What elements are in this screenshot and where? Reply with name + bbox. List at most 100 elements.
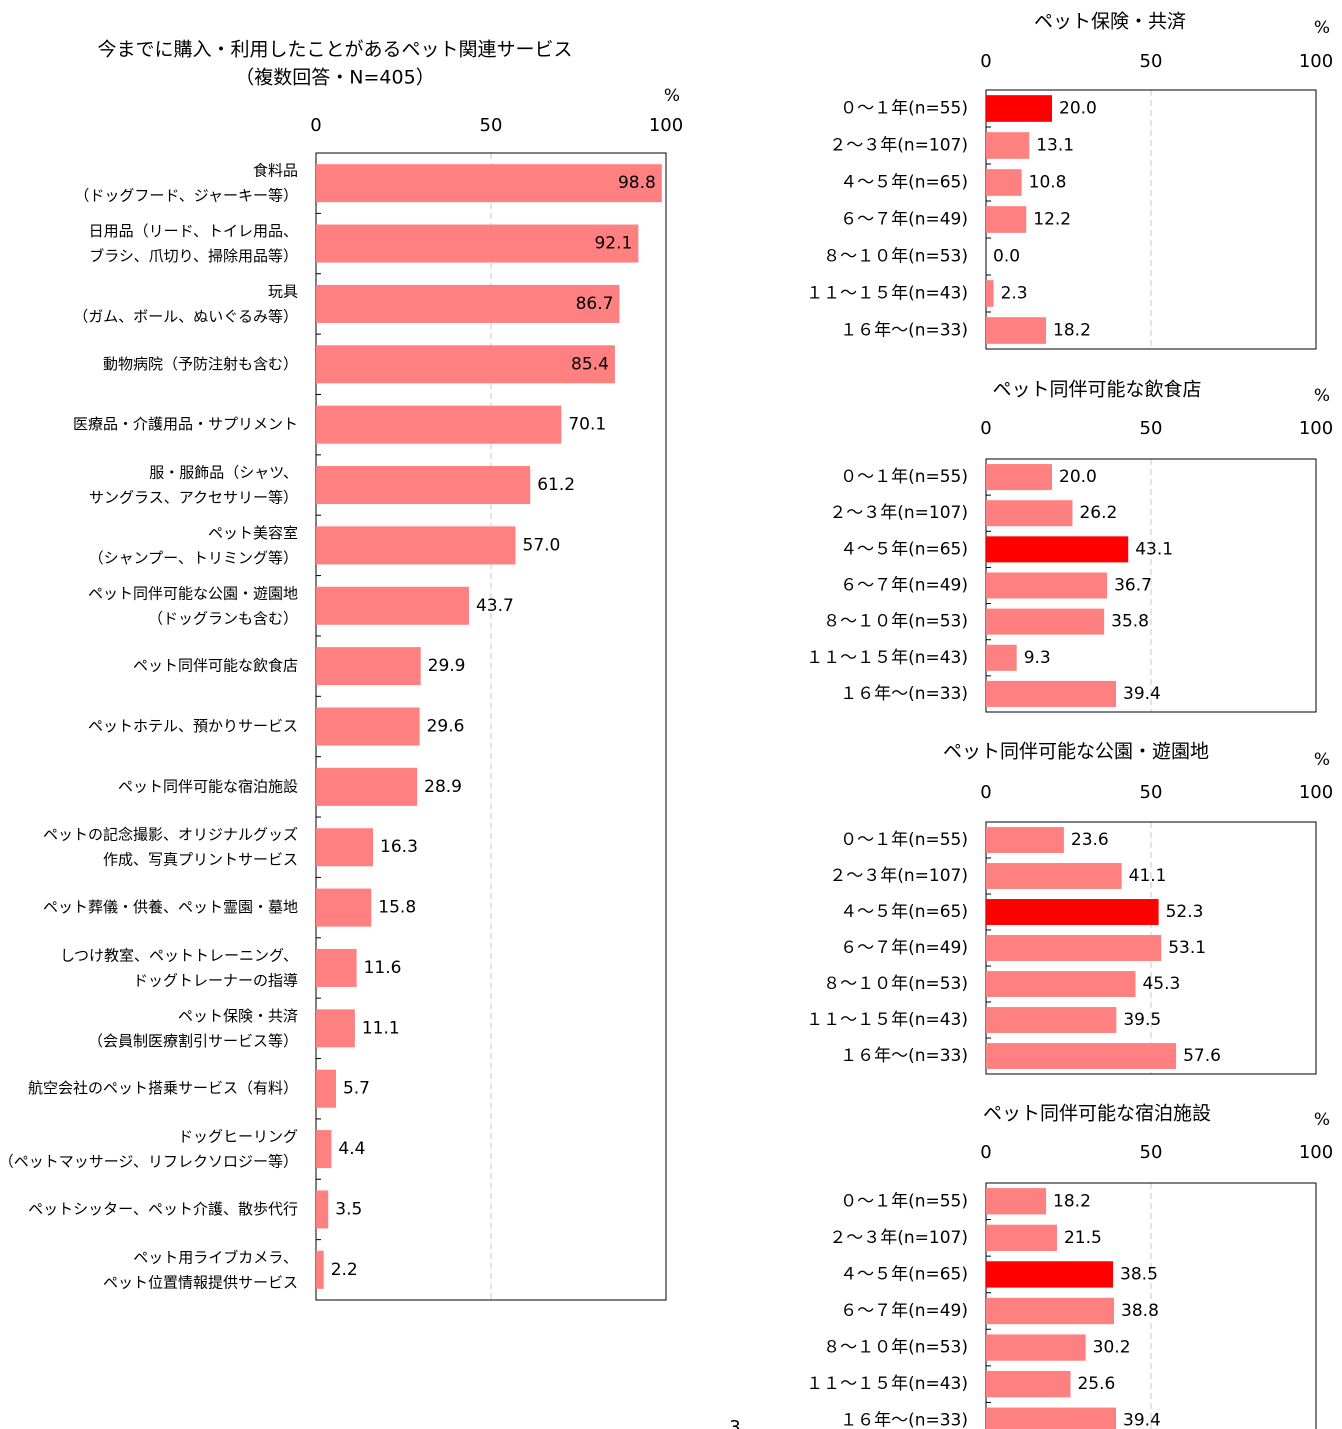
y-tick-label: ６～７年(n=49): [840, 938, 968, 958]
value-label: 15.8: [378, 898, 416, 918]
value-label: 36.7: [1114, 576, 1152, 596]
value-label: 3.5: [335, 1199, 362, 1219]
value-label: 52.3: [1166, 902, 1204, 922]
y-tick-label: ペット同伴可能な宿泊施設: [118, 777, 298, 795]
y-tick-label: １６年～(n=33): [840, 1046, 968, 1066]
y-tick-label: しつけ教室、ペットトレーニング、ドッグトレーナーの指導: [60, 946, 298, 989]
y-tick-label: １６年～(n=33): [840, 1411, 968, 1429]
bar: [986, 206, 1027, 233]
bar: [316, 948, 357, 987]
value-label: 0.0: [993, 247, 1020, 267]
x-tick-label: 50: [480, 115, 503, 136]
value-label: 2.2: [331, 1260, 358, 1280]
bar: [316, 647, 421, 686]
y-tick-label: 服・服飾品（シャツ、サングラス、アクセサリー等）: [89, 463, 298, 506]
value-label: 39.5: [1123, 1010, 1161, 1030]
bar: [316, 466, 531, 505]
bar: [986, 169, 1022, 196]
axis-unit: %: [664, 86, 680, 106]
y-tick-label: ペットシッター、ペット介護、散歩代行: [28, 1200, 298, 1218]
y-tick-label: ドッグヒーリング（ペットマッサージ、リフレクソロジー等）: [0, 1127, 298, 1170]
bar: [316, 828, 374, 867]
y-tick-label: ０～１年(n=55): [840, 830, 968, 850]
y-tick-label: ペット同伴可能な公園・遊園地（ドッグランも含む）: [88, 584, 298, 627]
bar: [986, 608, 1105, 635]
bar: [986, 95, 1052, 122]
value-label: 38.5: [1120, 1264, 1158, 1284]
chart-title: ペット同伴可能な飲食店: [992, 379, 1201, 401]
value-label: 41.1: [1129, 866, 1167, 886]
bar: [986, 1370, 1071, 1398]
bar: [986, 536, 1129, 563]
bar: [986, 1188, 1047, 1215]
value-label: 53.1: [1168, 938, 1206, 958]
value-label: 11.1: [362, 1018, 400, 1038]
bar: [986, 680, 1117, 707]
bar: [986, 280, 994, 307]
x-tick-label: 0: [980, 51, 991, 72]
chart-subtitle: （複数回答・N=405）: [235, 67, 434, 89]
bar: [986, 899, 1159, 925]
bar: [316, 164, 662, 203]
y-tick-label: ペット葬儀・供養、ペット霊園・墓地: [43, 898, 298, 916]
y-tick-label: ペットの記念撮影、オリジナルグッズ作成、写真プリントサービス: [43, 825, 298, 868]
y-tick-label: １６年～(n=33): [840, 321, 968, 341]
x-tick-label: 0: [310, 115, 321, 136]
bar: [986, 935, 1162, 961]
bar: [316, 767, 418, 806]
bar: [986, 572, 1108, 599]
y-tick-label: 医療品・介護用品・サプリメント: [73, 415, 298, 433]
x-tick-label: 100: [649, 115, 683, 136]
axis-unit: %: [1314, 386, 1330, 406]
bar: [316, 888, 372, 927]
y-tick-label: ペット用ライブカメラ、ペット位置情報提供サービス: [103, 1248, 298, 1291]
value-label: 57.6: [1183, 1046, 1221, 1066]
y-tick-label: １６年～(n=33): [840, 684, 968, 704]
x-tick-label: 100: [1299, 51, 1333, 72]
chart-title: ペット同伴可能な宿泊施設: [983, 1103, 1211, 1125]
bar: [316, 1130, 332, 1169]
y-tick-label: 食料品（ドッグフード、ジャーキー等）: [74, 161, 298, 204]
axis-unit: %: [1314, 18, 1330, 38]
value-label: 18.2: [1053, 321, 1091, 341]
y-tick-label: １１～１５年(n=43): [806, 648, 968, 668]
value-label: 10.8: [1029, 173, 1067, 193]
bar: [316, 224, 639, 263]
y-tick-label: １１～１５年(n=43): [806, 1374, 968, 1394]
bar: [316, 1250, 324, 1289]
bar: [316, 707, 420, 746]
x-tick-label: 0: [980, 782, 991, 803]
axis-unit: %: [1314, 750, 1330, 770]
value-label: 4.4: [338, 1139, 365, 1159]
axis-unit: %: [1314, 1110, 1330, 1130]
y-tick-label: １１～１５年(n=43): [806, 284, 968, 304]
value-label: 57.0: [523, 535, 561, 555]
value-label: 43.1: [1135, 539, 1173, 559]
bar: [316, 284, 620, 323]
y-tick-label: ６～７年(n=49): [840, 576, 968, 596]
x-tick-label: 50: [1140, 51, 1163, 72]
value-label: 18.2: [1053, 1191, 1091, 1211]
y-tick-label: ８～１０年(n=53): [823, 612, 968, 632]
value-label: 98.8: [618, 173, 656, 193]
value-label: 11.6: [364, 958, 402, 978]
value-label: 16.3: [380, 837, 418, 857]
page-number: 3: [729, 1417, 740, 1429]
x-tick-label: 100: [1299, 1142, 1333, 1163]
value-label: 92.1: [594, 234, 632, 254]
value-label: 20.0: [1059, 467, 1097, 487]
x-tick-label: 50: [1140, 418, 1163, 439]
y-tick-label: ２～３年(n=107): [829, 503, 968, 523]
x-tick-label: 100: [1299, 782, 1333, 803]
value-label: 29.6: [427, 717, 465, 737]
y-tick-label: １１～１５年(n=43): [806, 1010, 968, 1030]
y-tick-label: ０～１年(n=55): [840, 1191, 968, 1211]
value-label: 86.7: [576, 294, 614, 314]
y-tick-label: ８～１０年(n=53): [823, 974, 968, 994]
value-label: 23.6: [1071, 830, 1109, 850]
x-tick-label: 0: [980, 418, 991, 439]
bar: [986, 971, 1136, 997]
value-label: 61.2: [537, 475, 575, 495]
value-label: 45.3: [1142, 974, 1180, 994]
bar: [986, 1261, 1114, 1288]
